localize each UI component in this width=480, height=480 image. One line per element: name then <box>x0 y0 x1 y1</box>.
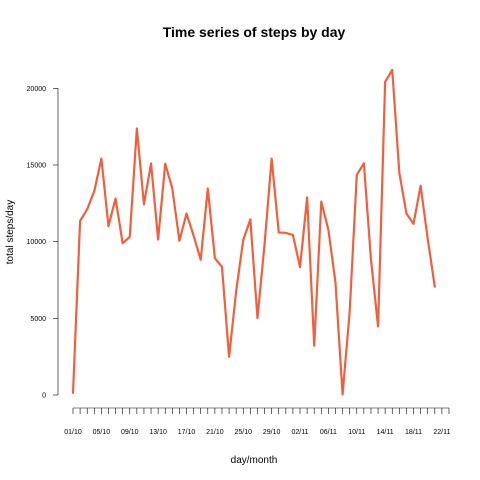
data-point <box>213 257 216 260</box>
data-point <box>426 237 429 240</box>
data-point <box>249 218 252 221</box>
data-point <box>412 222 415 225</box>
data-point <box>185 212 188 215</box>
data-point <box>384 80 387 83</box>
data-point <box>135 127 138 130</box>
x-tick-label: 29/10 <box>263 429 281 436</box>
data-point <box>341 393 344 396</box>
data-point <box>157 238 160 241</box>
data-point <box>228 355 230 358</box>
data-point <box>313 344 316 347</box>
data-point <box>114 197 117 200</box>
data-point <box>206 187 209 190</box>
data-point <box>334 281 337 284</box>
data-point <box>292 234 294 236</box>
data-point <box>93 190 96 193</box>
y-axis-label: total steps/day <box>5 200 16 264</box>
y-tick-label: 0 <box>42 393 46 400</box>
series-line <box>71 68 436 396</box>
data-point <box>355 174 358 177</box>
y-tick-label: 5000 <box>30 316 46 323</box>
x-tick-label: 13/10 <box>149 429 167 436</box>
x-tick-label: 21/10 <box>206 429 224 436</box>
data-point <box>263 243 266 246</box>
x-axis-label: day/month <box>231 455 278 466</box>
data-point <box>327 229 330 231</box>
series-group <box>71 68 436 396</box>
data-point <box>143 203 145 206</box>
data-point <box>178 239 181 242</box>
data-point <box>277 231 280 234</box>
data-point <box>121 242 124 245</box>
data-point <box>320 200 323 203</box>
x-tick-label: 02/11 <box>292 429 309 436</box>
x-tick-label: 09/10 <box>121 429 139 436</box>
data-point <box>164 162 167 165</box>
data-point <box>150 162 152 165</box>
data-point <box>242 238 245 241</box>
x-tick-label: 06/11 <box>320 429 337 436</box>
data-point <box>362 162 365 165</box>
data-point <box>235 290 238 292</box>
data-point <box>419 184 422 187</box>
x-tick-label: 10/11 <box>348 429 365 436</box>
data-point <box>192 234 195 237</box>
x-tick-label: 05/10 <box>93 429 111 436</box>
x-axis: 01/10 05/10 09/10 13/10 17/10 21/10 25/10 29/10… <box>64 407 451 436</box>
data-point <box>128 236 131 238</box>
data-point <box>405 212 408 215</box>
data-point <box>171 187 174 190</box>
x-tick-label: 25/10 <box>234 429 252 436</box>
data-point <box>299 266 301 269</box>
x-tick-label: 17/10 <box>178 429 196 436</box>
chart-title: Time series of steps by day <box>163 24 346 40</box>
data-point <box>348 310 351 313</box>
data-point <box>284 231 287 234</box>
y-tick-label: 10000 <box>27 239 47 246</box>
data-point <box>256 317 259 319</box>
data-point <box>199 258 202 261</box>
data-point <box>391 69 394 71</box>
x-tick-label: 22/11 <box>433 429 450 436</box>
data-point <box>100 157 103 160</box>
x-tick-label: 18/11 <box>405 429 422 436</box>
data-point <box>306 196 309 199</box>
data-point <box>377 325 379 328</box>
data-point <box>370 258 372 261</box>
y-tick-label: 15000 <box>27 162 47 169</box>
x-tick-label: 14/11 <box>377 429 394 436</box>
data-point <box>72 392 74 394</box>
y-axis: 0 5000 10000 15000 20000 <box>27 86 59 400</box>
data-point <box>433 286 436 288</box>
data-point <box>398 172 401 174</box>
x-tick-label: 01/10 <box>64 429 82 436</box>
y-tick-label: 20000 <box>27 86 47 93</box>
data-point <box>221 265 223 268</box>
data-point <box>270 157 273 160</box>
data-point <box>79 220 81 222</box>
data-point <box>86 208 89 211</box>
data-point <box>107 225 110 227</box>
